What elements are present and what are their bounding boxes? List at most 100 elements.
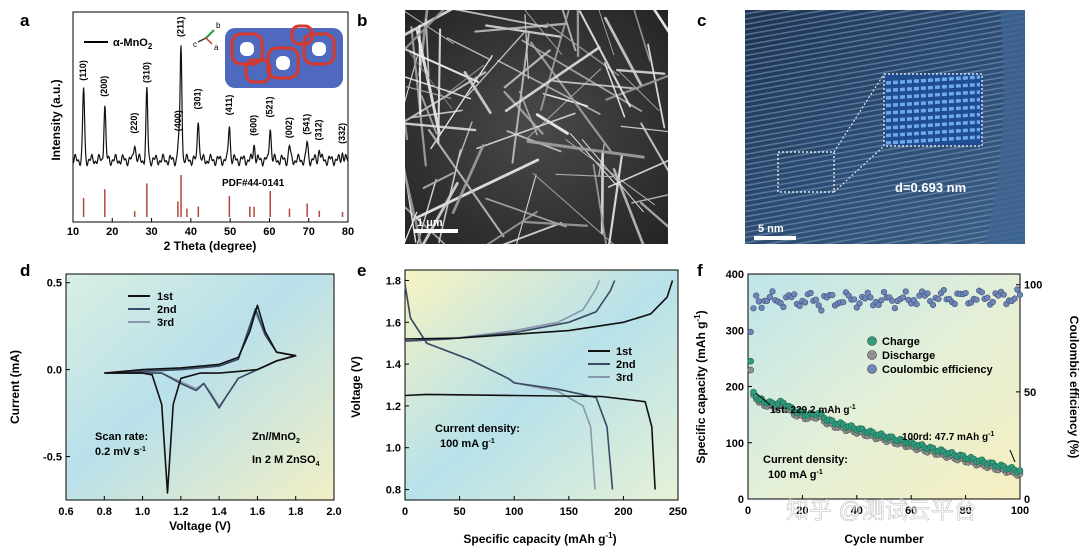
legend-label: 1st [157,291,173,303]
nanowire [555,173,614,178]
reference-sticks [82,175,344,217]
nanowire [526,68,602,140]
peak-label: (220) [129,113,139,134]
nanowire [598,10,615,56]
fringe [745,41,1025,93]
discharge-curve-2nd [404,284,614,490]
nanowire [405,76,472,100]
legend-label: 3rd [157,317,174,329]
nanowires [405,10,668,244]
x-tick-label: 60 [905,505,917,517]
inset-fringes [885,75,981,145]
nanowire [447,64,484,94]
peak-label: (310) [141,62,151,83]
charge-point [747,357,755,365]
nanowire [504,46,601,113]
x-tick-label: 250 [669,506,687,518]
x-tick-label: 100 [505,506,523,518]
nanowire [552,80,639,90]
y-axis-label: Specific capacity (mAh g-1) [693,310,708,463]
watermark: 知乎 @测试云平台 [786,497,977,523]
x-tick-label: 80 [342,226,354,238]
legend-label: Charge [882,336,920,348]
ce-point [791,291,798,298]
y-tick-label: 0.0 [47,365,62,377]
fringe [791,202,1025,244]
ce-point [891,305,899,312]
fringe [745,10,918,41]
fringe [745,10,802,20]
y-tick-label: -0.5 [43,452,62,464]
nanowire [604,16,643,87]
fringe [745,181,1025,234]
fringe [879,218,1025,244]
y2-tick-label: 0 [1024,494,1030,506]
nanowire [526,139,645,159]
nanowire [565,139,656,206]
axes: 0 50 100 150 200 250 0.8 1.0 1.2 1.4 1.6 1.8 [386,275,687,518]
nanowire [502,222,562,244]
fringe [937,228,1025,244]
nanowire [620,125,668,133]
ce-point [989,298,996,306]
legend-label: 2nd [616,359,636,371]
panel-d: d 0.6 0.8 1.0 1.2 1.4 1.6 1.8 2.0 -0.5 0.0 0.5 1st… [8,261,342,533]
nanowire [515,174,537,244]
legend-marker [867,364,877,374]
nanowire [415,29,441,134]
ce-point [818,307,825,314]
legend-label: 3rd [616,372,633,384]
fringe [745,171,1025,223]
legend: Charge Discharge Coulombic efficiency [867,336,994,376]
peak-label: (200) [99,76,109,97]
fringe [908,223,1025,244]
nanowire [405,71,487,123]
pdf-label: PDF#44-0141 [222,178,285,189]
ce-point [867,294,874,301]
x-tick-label: 150 [560,506,578,518]
fringe [745,192,1025,244]
panel-letter: f [697,261,703,280]
fringe [745,186,1025,239]
x-tick-label: 40 [851,505,863,517]
legend-label: Discharge [882,350,935,362]
x-tick-label: 1.2 [173,506,188,518]
peak-label: (211) [175,16,185,37]
y-tick-label: 400 [726,269,744,281]
y-tick-label: 0.8 [386,485,401,497]
ce-point [913,301,920,308]
cv-curve-1st [104,304,297,494]
nanowire [405,45,453,109]
ce-point [978,289,986,296]
y-tick-label: 1.2 [386,401,401,413]
x-tick-label: 50 [224,226,236,238]
charge-curve-1st [404,280,674,340]
nanowire [413,158,540,221]
nanowire [647,43,666,129]
x-tick-label: 200 [614,506,632,518]
nanowire [405,168,423,244]
discharge-point [747,366,755,374]
nanowire [640,122,668,173]
ce-point [780,303,787,311]
ce-point [766,293,773,301]
nanowire [422,171,455,189]
ce-point [924,290,931,297]
peak-label: (301) [193,88,203,109]
y-tick-label: 300 [726,325,744,337]
scale-bar [414,229,458,233]
ce-point [755,298,763,305]
ce-point [856,300,863,307]
cycling-points [747,286,1024,479]
ce-point [815,302,822,309]
legend-label: 1st [616,346,632,358]
inset-fringe [885,127,981,138]
ce-point [864,289,871,296]
peak-label: (400) [173,110,183,131]
fringe [966,233,1025,244]
inset-fringe [885,105,981,115]
x-tick-label: 60 [263,226,275,238]
nanowire [418,24,422,116]
